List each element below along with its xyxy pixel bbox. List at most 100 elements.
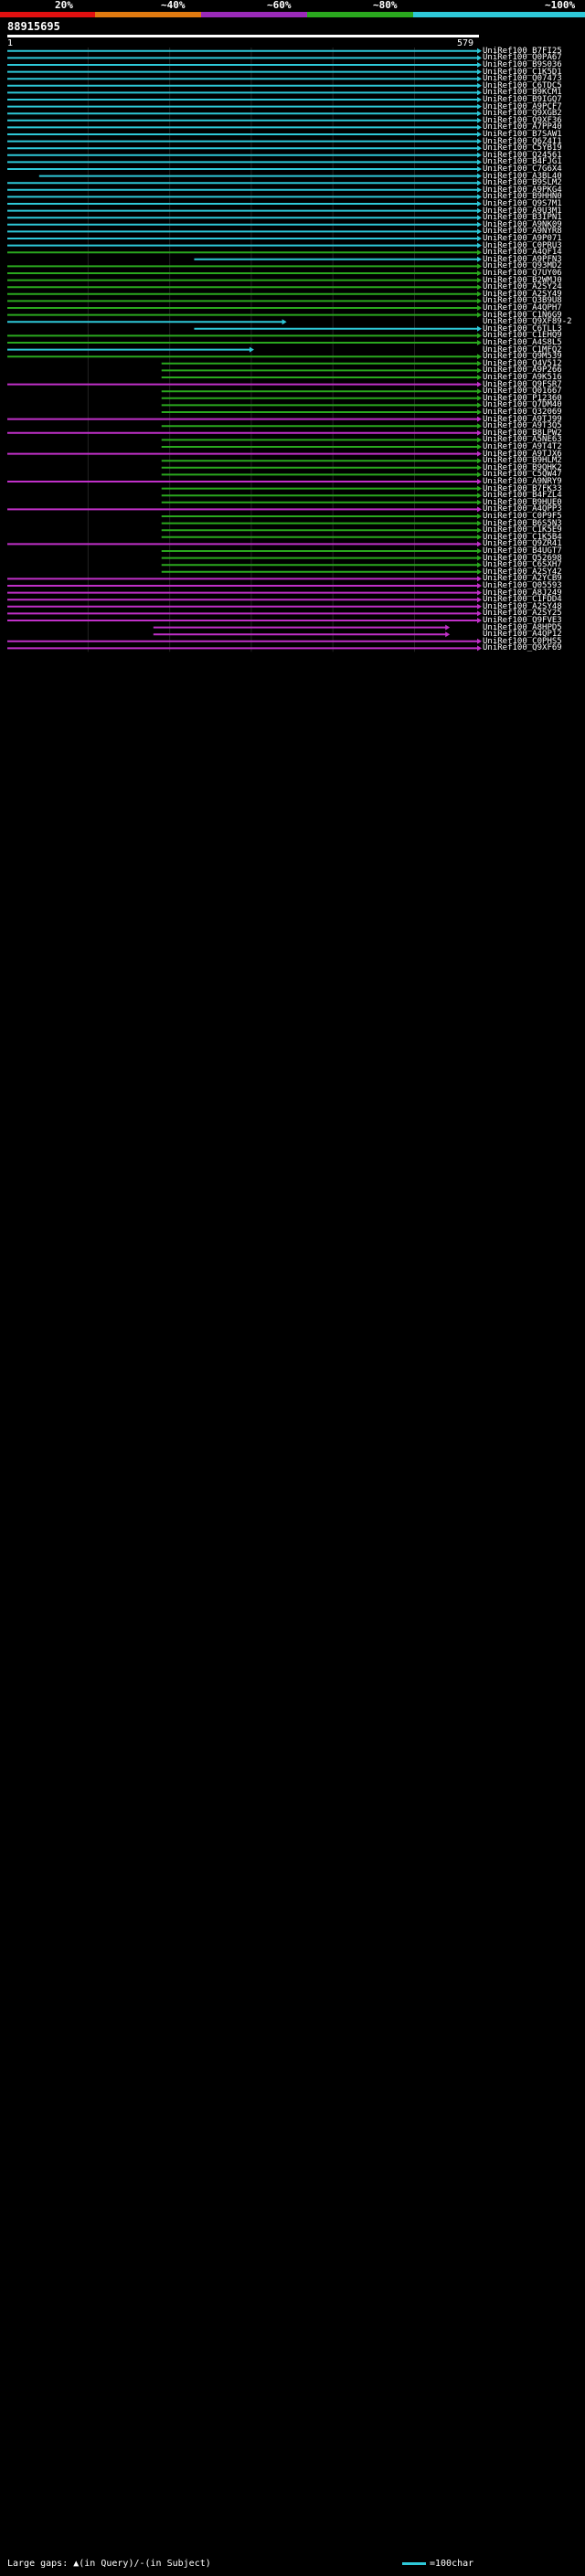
hit-label[interactable]: UniRef100_B9SLM2 (483, 178, 562, 188)
hit-label[interactable]: UniRef100_A9NYR8 (483, 227, 562, 237)
hit-label[interactable]: UniRef100_A4QF14 (483, 248, 562, 258)
hit-label[interactable]: UniRef100_Q01667 (483, 387, 562, 397)
hit-label[interactable]: UniRef100_B4FZL4 (483, 491, 562, 501)
hit-label[interactable]: UniRef100_A8J249 (483, 588, 562, 598)
hit-label[interactable]: UniRef100_A9P266 (483, 366, 562, 376)
hit-label[interactable]: UniRef100_C1EHQ9 (483, 331, 562, 341)
hit-label[interactable]: UniRef100_A2SY49 (483, 289, 562, 299)
identity-scale: 20% ~40% ~60% ~80% ~100% (0, 0, 585, 18)
hit-end-arrow (477, 354, 482, 360)
hit-label[interactable]: UniRef100_B9IGQ7 (483, 95, 562, 104)
hit-label[interactable]: UniRef100_B9S036 (483, 60, 562, 69)
hit-label[interactable]: UniRef100_B7FI25 (483, 46, 562, 56)
hit-label[interactable]: UniRef100_A2SY48 (483, 601, 562, 611)
hit-label[interactable]: UniRef100_Q05593 (483, 581, 562, 590)
hit-label[interactable]: UniRef100_Q32069 (483, 408, 562, 417)
hit-label[interactable]: UniRef100_Q24561 (483, 150, 562, 160)
hit-label[interactable]: UniRef100_A9TJX6 (483, 449, 562, 459)
hit-label[interactable]: UniRef100_A9PKG4 (483, 185, 562, 195)
hit-label[interactable]: UniRef100_Q6Z4I1 (483, 136, 562, 146)
hit-label[interactable]: UniRef100_C1N6G9 (483, 310, 562, 320)
hit-label[interactable]: UniRef100_A4QPH7 (483, 303, 562, 313)
hit-label[interactable]: UniRef100_A2SY42 (483, 567, 562, 577)
hit-label[interactable]: UniRef100_Q9XGB2 (483, 109, 562, 119)
hit-end-arrow (477, 55, 482, 61)
hit-label[interactable]: UniRef100_B7FK33 (483, 483, 562, 493)
hit-label[interactable]: UniRef100_A9P071 (483, 234, 562, 243)
hit-label[interactable]: UniRef100_A2YCB9 (483, 574, 562, 584)
hit-label[interactable]: UniRef100_A5NE63 (483, 435, 562, 445)
hit-label[interactable]: UniRef100_Q7UY06 (483, 269, 562, 278)
hit-label[interactable]: UniRef100_A9NRY9 (483, 477, 562, 486)
hit-label[interactable]: UniRef100_C0PHS5 (483, 636, 562, 646)
hit-label[interactable]: UniRef100_A7PP40 (483, 122, 562, 133)
hit-label[interactable]: UniRef100_Q07473 (483, 74, 562, 84)
hit-label[interactable]: UniRef100_C6TLL3 (483, 323, 562, 334)
hit-label[interactable]: UniRef100_Q9XF89-2 (483, 317, 572, 327)
hit-label[interactable]: UniRef100_A9PFN3 (483, 254, 562, 264)
hit-label[interactable]: UniRef100_A4S8L5 (483, 338, 562, 347)
hit-label[interactable]: UniRef100_A9K516 (483, 373, 562, 382)
hit-label[interactable]: UniRef100_B6S5N3 (483, 518, 562, 528)
hit-end-arrow (477, 514, 482, 519)
hit-label[interactable]: UniRef100_Q3B9U8 (483, 296, 562, 306)
hit-label[interactable]: UniRef100_C1K5E9 (483, 525, 562, 535)
hit-label[interactable]: UniRef100_P12360 (483, 393, 562, 403)
hit-label[interactable]: UniRef100_Q0PA67 (483, 53, 562, 63)
hit-label[interactable]: UniRef100_A2SY24 (483, 282, 562, 292)
hit-label[interactable]: UniRef100_B4FJG1 (483, 157, 562, 167)
hit-label[interactable]: UniRef100_C1K5B4 (483, 532, 562, 542)
hit-label[interactable]: UniRef100_C0PRU3 (483, 240, 562, 250)
hit-label[interactable]: UniRef100_Q93MD2 (483, 261, 562, 271)
hit-end-arrow (477, 610, 482, 617)
hit-label[interactable]: UniRef100_C1FDD4 (483, 595, 562, 605)
hit-label[interactable]: UniRef100_A9TJ99 (483, 414, 562, 424)
hit-end-arrow (477, 82, 482, 89)
hit-label[interactable]: UniRef100_B9KCM1 (483, 88, 562, 98)
hit-label[interactable]: UniRef100_B4UGT7 (483, 546, 562, 556)
hit-label[interactable]: UniRef100_C0P9F5 (483, 512, 562, 521)
hit-label[interactable]: UniRef100_A3BL40 (483, 171, 562, 181)
hit-label[interactable]: UniRef100_A4QP12 (483, 630, 562, 640)
hit-label[interactable]: UniRef100_Q9FVE3 (483, 616, 562, 625)
hit-label[interactable]: UniRef100_C1K5D1 (483, 67, 562, 77)
hit-label[interactable]: UniRef100_A9T4T2 (483, 442, 562, 451)
hit-label[interactable]: UniRef100_A4QPP3 (483, 504, 562, 514)
hit-label[interactable]: UniRef100_A9T3Q5 (483, 421, 562, 431)
hit-label[interactable]: UniRef100_B2WMJ0 (483, 275, 562, 285)
hit-label[interactable]: UniRef100_B9HUE0 (483, 497, 562, 507)
hit-label[interactable]: UniRef100_A9PCF7 (483, 101, 562, 111)
hit-label[interactable]: UniRef100_Q9XF69 (483, 643, 562, 653)
hit-label[interactable]: UniRef100_Q9M539 (483, 352, 562, 362)
legend-100char-swatch (402, 2561, 426, 2565)
hit-label[interactable]: UniRef100_Q4V512 (483, 358, 562, 368)
hit-label[interactable]: UniRef100_C6TDC5 (483, 80, 562, 90)
hit-label[interactable]: UniRef100_C5QW47 (483, 470, 562, 480)
hit-label[interactable]: UniRef100_B9HHN0 (483, 192, 562, 202)
hit-label[interactable]: UniRef100_C5YB19 (483, 143, 562, 154)
hit-label[interactable]: UniRef100_B8LPW2 (483, 428, 562, 438)
hit-label[interactable]: UniRef100_Q9S7M1 (483, 199, 562, 208)
hit-label[interactable]: UniRef100_B9QHK2 (483, 462, 562, 472)
hit-end-arrow (477, 291, 482, 297)
hit-label[interactable]: UniRef100_A9U3M1 (483, 206, 562, 216)
hit-label[interactable]: UniRef100_Q9XF36 (483, 115, 562, 125)
hit-label[interactable]: UniRef100_Q9ZR41 (483, 539, 562, 549)
hit-end-arrow (477, 103, 482, 110)
hit-label[interactable]: UniRef100_A9NK09 (483, 219, 562, 229)
hit-label[interactable]: UniRef100_A8HPD5 (483, 622, 562, 632)
hit-end-arrow (477, 117, 482, 123)
hit-end-arrow (477, 277, 482, 283)
hit-label[interactable]: UniRef100_B7SAW1 (483, 130, 562, 139)
hit-label[interactable]: UniRef100_C1MFQ2 (483, 345, 562, 355)
hit-label[interactable]: UniRef100_Q7DM40 (483, 400, 562, 410)
hit-label[interactable]: UniRef100_Q9FSR7 (483, 379, 562, 389)
hit-end-arrow (477, 325, 482, 332)
hit-label[interactable]: UniRef100_B9HLM2 (483, 456, 562, 466)
hit-label[interactable]: UniRef100_C6SXH7 (483, 560, 562, 570)
hit-label[interactable]: UniRef100_C7G6X4 (483, 164, 562, 174)
hit-label[interactable]: UniRef100_Q52698 (483, 553, 562, 563)
hit-label[interactable]: UniRef100_B3IPN1 (483, 213, 562, 223)
hit-label[interactable]: UniRef100_A2SY25 (483, 609, 562, 619)
query-id: 88915695 (7, 20, 60, 33)
